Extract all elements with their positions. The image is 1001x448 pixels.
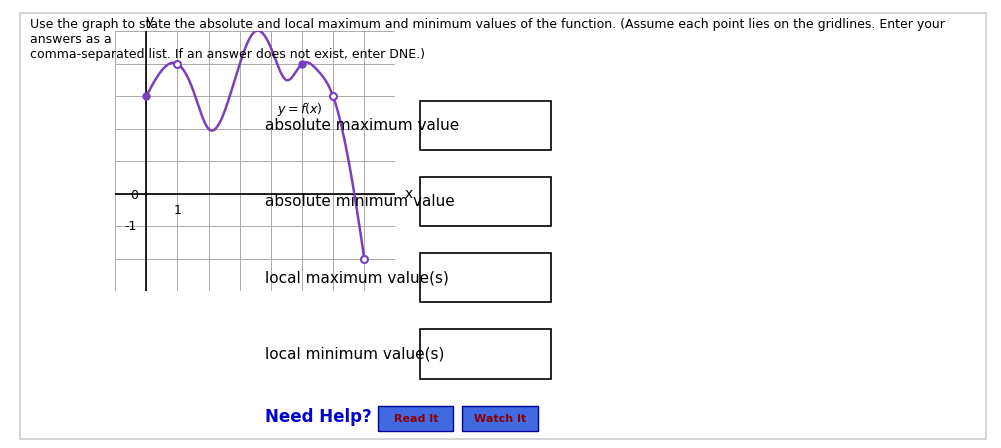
Text: -1: -1 bbox=[124, 220, 137, 233]
Text: absolute minimum value: absolute minimum value bbox=[265, 194, 455, 209]
Text: Read It: Read It bbox=[394, 414, 438, 424]
Text: y: y bbox=[145, 14, 153, 28]
Text: local minimum value(s): local minimum value(s) bbox=[265, 346, 444, 362]
Text: Use the graph to state the absolute and local maximum and minimum values of the : Use the graph to state the absolute and … bbox=[30, 18, 945, 61]
Text: local maximum value(s): local maximum value(s) bbox=[265, 270, 449, 285]
Text: 1: 1 bbox=[173, 203, 181, 216]
Text: x: x bbox=[404, 187, 413, 201]
Text: Need Help?: Need Help? bbox=[265, 408, 372, 426]
Text: absolute maximum value: absolute maximum value bbox=[265, 118, 459, 133]
Text: 0: 0 bbox=[130, 189, 138, 202]
Text: $y = f(x)$: $y = f(x)$ bbox=[277, 100, 322, 117]
Text: Watch It: Watch It bbox=[474, 414, 527, 424]
